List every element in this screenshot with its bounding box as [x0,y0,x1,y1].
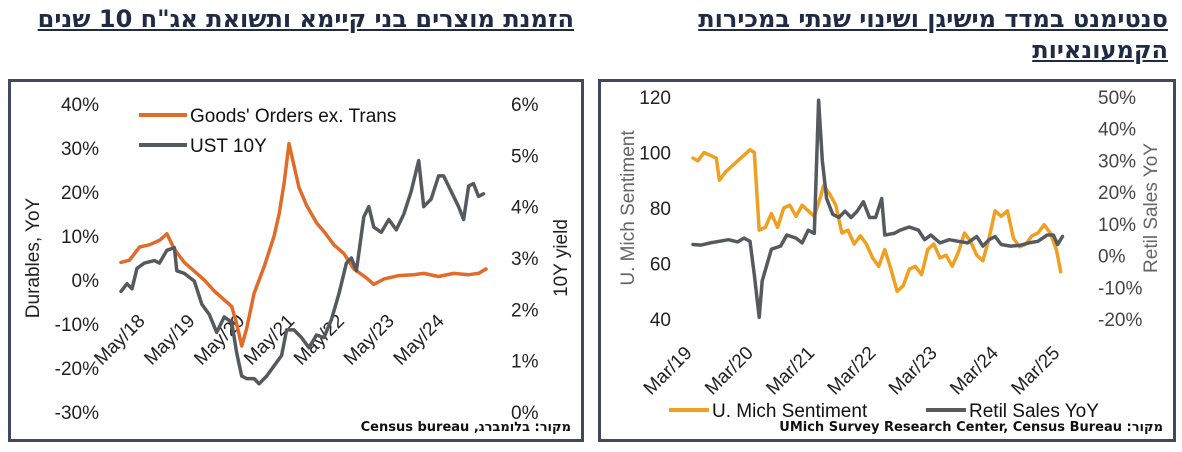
x-tick-label: Mar/19 [640,343,697,400]
y-tick-label: 30% [61,139,99,160]
x-tick-label: May/19 [140,311,199,370]
y2-tick-label: 6% [511,95,539,116]
x-tick-label: May/23 [340,311,399,370]
x-tick-label: May/18 [91,311,150,370]
y-tick-label: 40% [61,95,99,116]
source-note-left: מקור: בלומברג, Census bureau [360,420,571,435]
y2-tick-label: 10% [1098,215,1136,236]
y2-tick-label: 3% [511,249,539,270]
chart-title-right: סנטימנט במדד מישיגן ושינוי שנתי במכירות … [698,5,1168,64]
series-line-1 [691,147,1063,294]
series-line-2 [691,98,1065,320]
sentiment-chart: 120 100 80 60 40 50% 40% 30% 20% 10% 0% -10% -20% Mar… [618,88,1162,422]
y2-tick-label: 30% [1098,151,1136,172]
legend-label: Retil Sales YoY [969,401,1099,422]
x-tick-label: May/24 [390,310,449,369]
y2-tick-label: 0% [511,403,539,424]
legend-label: Goods' Orders ex. Trans [190,106,396,127]
y2-tick-label: 5% [511,146,539,167]
y-tick-label: 100 [639,144,671,165]
y-tick-label: 60 [650,255,671,276]
y-tick-label: -10% [55,315,99,336]
y-axis-title: Durables, YoY [23,197,44,318]
y2-tick-label: -10% [1098,278,1142,299]
y-tick-label: 120 [639,88,671,109]
y2-axis-title: Retil Sales YoY [1141,143,1162,273]
y2-tick-label: 20% [1098,183,1136,204]
chart-title-left: הזמנת מוצרים בני קיימא ותשואת אג"ח 10 שנ… [37,5,574,33]
x-tick-label: Mar/25 [1008,343,1065,400]
y-axis-title: U. Mich Sentiment [618,130,639,286]
y-tick-label: 80 [650,199,671,220]
durables-chart: 40% 30% 20% 10% 0% -10% -20% -30% 6% 5% 4% 3% 2% 1% 0%… [23,95,572,424]
x-tick-label: May/22 [290,311,349,370]
y2-tick-label: 0% [1098,247,1126,268]
y2-axis-title: 10Y yield [551,219,572,297]
source-note-right: מקור: UMich Survey Research Center, Cens… [779,420,1163,435]
x-tick-label: Mar/21 [762,343,819,400]
y2-tick-label: 2% [511,300,539,321]
y2-tick-label: -20% [1098,310,1142,331]
series-line-2 [119,158,486,386]
x-tick-label: Mar/20 [701,343,758,400]
x-tick-label: Mar/23 [885,343,942,400]
legend-label: UST 10Y [190,136,267,157]
y2-tick-label: 40% [1098,120,1136,141]
y2-tick-label: 4% [511,198,539,219]
y-tick-label: 0% [72,271,100,292]
y2-tick-label: 1% [511,352,539,373]
x-tick-label: Mar/24 [946,342,1003,399]
chart-panel-durables: 40% 30% 20% 10% 0% -10% -20% -30% 6% 5% 4% 3% 2% 1% 0%… [8,79,584,442]
chart-panel-sentiment: 120 100 80 60 40 50% 40% 30% 20% 10% 0% -10% -20% Mar… [598,79,1176,442]
y-tick-label: -30% [55,403,99,424]
y2-tick-label: 50% [1098,88,1136,109]
x-tick-label: Mar/22 [824,343,881,400]
series-line-1 [119,141,488,348]
legend-label: U. Mich Sentiment [712,401,868,422]
y-tick-label: 40 [650,310,671,331]
y-tick-label: 20% [61,183,99,204]
y-tick-label: -20% [55,359,99,380]
y-tick-label: 10% [61,227,99,248]
